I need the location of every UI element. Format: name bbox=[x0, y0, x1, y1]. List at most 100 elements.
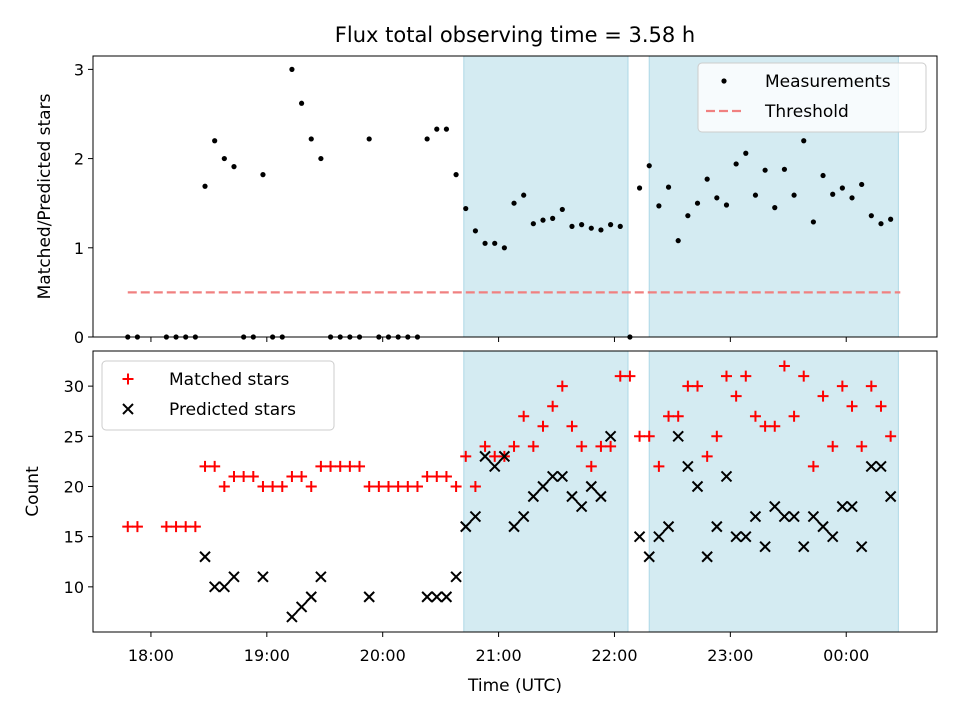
shaded-region bbox=[648, 350, 899, 633]
matched-star-point bbox=[382, 480, 394, 492]
matched-star-point bbox=[189, 521, 201, 533]
matched-star-point bbox=[663, 410, 675, 422]
predicted-star-point bbox=[527, 490, 540, 503]
bottom-y-ticks: 10 15 20 25 30 bbox=[64, 377, 93, 597]
measurement-point bbox=[221, 155, 227, 162]
matched-star-point bbox=[325, 460, 337, 472]
matched-star-point bbox=[421, 470, 433, 482]
matched-star-point bbox=[267, 480, 279, 492]
measurement-point bbox=[675, 238, 681, 244]
predicted-star-point bbox=[537, 480, 549, 493]
matched-star-point bbox=[672, 410, 684, 422]
matched-star-point bbox=[875, 400, 887, 412]
predicted-star-point bbox=[633, 530, 646, 543]
matched-star-point bbox=[489, 450, 501, 462]
y-tick-label: 20 bbox=[64, 477, 84, 496]
matched-star-point bbox=[692, 380, 704, 392]
matched-star-point bbox=[199, 460, 211, 472]
matched-star-point bbox=[836, 380, 848, 392]
bottom-points-layer bbox=[122, 360, 897, 623]
predicted-star-point bbox=[218, 581, 231, 593]
predicted-star-point bbox=[846, 500, 858, 513]
predicted-star-point bbox=[498, 450, 511, 463]
measurement-point bbox=[849, 195, 855, 201]
predicted-star-point bbox=[826, 530, 839, 543]
measurement-point bbox=[540, 217, 546, 223]
predicted-star-point bbox=[363, 591, 375, 603]
measurement-point bbox=[810, 219, 816, 225]
measurement-point bbox=[521, 192, 527, 198]
measurement-point bbox=[839, 185, 845, 191]
legend-marker bbox=[122, 373, 134, 385]
measurement-point bbox=[704, 176, 710, 182]
matched-star-point bbox=[440, 470, 452, 482]
predicted-star-point bbox=[672, 430, 684, 443]
measurement-point bbox=[791, 192, 797, 198]
predicted-star-point bbox=[643, 551, 655, 563]
measurement-point bbox=[888, 216, 894, 222]
matched-star-point bbox=[798, 370, 810, 382]
matched-star-point bbox=[556, 380, 568, 392]
matched-star-point bbox=[788, 410, 800, 422]
bottom-x-ticks: 18:00 19:00 20:00 21:00 22:00 23:00 00:00 bbox=[128, 632, 869, 665]
matched-star-point bbox=[759, 420, 771, 432]
legend-label: Threshold bbox=[764, 102, 849, 122]
x-tick-label: 21:00 bbox=[476, 646, 522, 665]
matched-star-point bbox=[363, 480, 375, 492]
measurement-point bbox=[366, 136, 372, 142]
measurement-point bbox=[492, 240, 498, 246]
x-tick-label: 19:00 bbox=[244, 646, 290, 665]
measurement-point bbox=[318, 155, 324, 162]
measurement-point bbox=[646, 163, 652, 169]
measurement-point bbox=[202, 183, 208, 189]
x-tick-label: 00:00 bbox=[823, 646, 869, 665]
predicted-star-point bbox=[517, 510, 530, 523]
matched-star-point bbox=[170, 521, 182, 533]
matched-star-point bbox=[634, 430, 646, 442]
matched-star-point bbox=[547, 400, 559, 412]
x-axis-label: Time (UTC) bbox=[467, 676, 562, 696]
measurement-point bbox=[260, 172, 266, 178]
y-tick-label: 0 bbox=[74, 328, 84, 347]
top-x-ticks bbox=[150, 337, 847, 342]
measurement-point bbox=[878, 221, 884, 227]
matched-star-point bbox=[344, 460, 356, 472]
legend-marker bbox=[721, 78, 727, 84]
count-panel: 10 15 20 25 30 18:00 19:00 20:00 21:00 22:00 23:0… bbox=[23, 350, 938, 696]
measurement-point bbox=[501, 245, 507, 251]
matched-star-point bbox=[296, 470, 308, 482]
predicted-star-point bbox=[778, 510, 791, 523]
predicted-star-point bbox=[798, 540, 810, 553]
matched-star-point bbox=[527, 440, 539, 452]
predicted-star-point bbox=[199, 551, 211, 563]
matched-star-point bbox=[315, 460, 327, 472]
matched-star-point bbox=[469, 480, 481, 492]
predicted-star-point bbox=[508, 520, 520, 533]
measurement-point bbox=[820, 172, 826, 179]
predicted-star-point bbox=[315, 571, 327, 583]
measurement-point bbox=[656, 203, 662, 209]
matched-star-point bbox=[682, 380, 694, 392]
bottom-axes-frame bbox=[92, 350, 938, 633]
predicted-star-point bbox=[875, 460, 887, 473]
matched-star-point bbox=[286, 470, 298, 482]
predicted-star-point bbox=[257, 571, 269, 583]
predicted-star-point bbox=[479, 450, 491, 463]
legend-box bbox=[101, 360, 335, 431]
measurement-point bbox=[511, 200, 517, 206]
measurement-point bbox=[453, 172, 459, 178]
matched-star-point bbox=[817, 390, 829, 402]
predicted-star-point bbox=[305, 591, 317, 603]
y-tick-label: 2 bbox=[74, 150, 84, 169]
matched-star-point bbox=[711, 430, 723, 442]
measurement-point bbox=[598, 227, 604, 233]
matched-star-point bbox=[518, 410, 530, 422]
matched-star-point bbox=[585, 460, 597, 472]
predicted-star-point bbox=[749, 510, 762, 523]
y-tick-label: 30 bbox=[64, 377, 84, 396]
bottom-legend: Matched stars Predicted stars bbox=[101, 360, 335, 431]
matched-star-point bbox=[846, 400, 858, 412]
measurement-point bbox=[579, 222, 585, 228]
measurement-point bbox=[636, 185, 643, 191]
measurement-point bbox=[308, 136, 314, 142]
